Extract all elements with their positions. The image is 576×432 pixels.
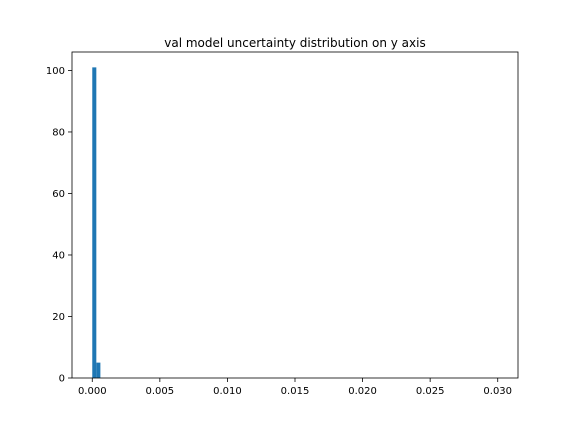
y-tick-label: 80 — [52, 127, 65, 138]
y-tick-label: 100 — [46, 66, 65, 77]
x-tick-label: 0.000 — [78, 386, 107, 397]
y-tick-label: 40 — [52, 250, 65, 261]
x-tick-label: 0.005 — [146, 386, 175, 397]
x-tick-label: 0.025 — [416, 386, 445, 397]
x-axis-ticks: 0.000 0.005 0.010 0.015 0.020 0.025 0.030 — [78, 378, 512, 397]
bars-group — [92, 67, 101, 379]
x-tick-label: 0.010 — [213, 386, 242, 397]
y-tick-label: 60 — [52, 189, 65, 200]
y-tick-label: 20 — [52, 312, 65, 323]
plot-area-frame — [71, 51, 519, 379]
histogram-bar — [92, 67, 97, 379]
chart-title: val model uncertainty distribution on y … — [164, 36, 425, 50]
x-tick-label: 0.015 — [281, 386, 310, 397]
histogram-bar — [96, 362, 101, 378]
y-tick-label: 0 — [59, 374, 65, 385]
y-axis-ticks: 0 20 40 60 80 100 — [46, 66, 72, 385]
x-tick-label: 0.030 — [483, 386, 512, 397]
x-tick-label: 0.020 — [348, 386, 377, 397]
